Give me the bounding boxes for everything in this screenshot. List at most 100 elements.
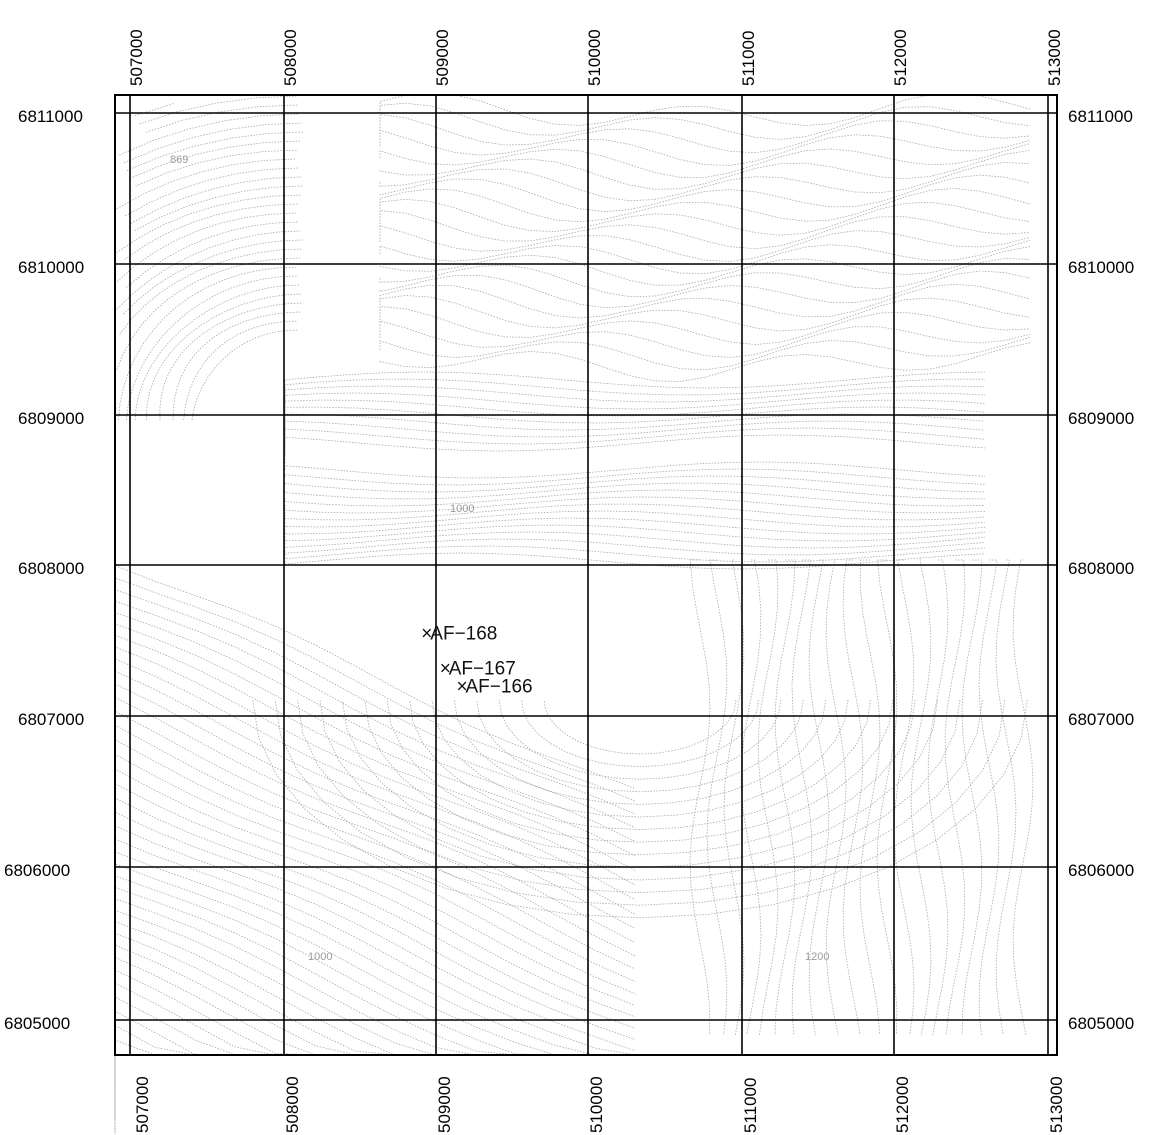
- coordinate-grid: [115, 95, 1057, 1055]
- map-frame: [114, 94, 1058, 1056]
- northing-label-left: 6810000: [18, 258, 84, 277]
- contour-line: [284, 538, 986, 556]
- site-label: AF−168: [430, 624, 497, 645]
- contour-line: [379, 129, 1031, 166]
- contour-line: [114, 768, 636, 1006]
- contour-line: [706, 559, 728, 1036]
- contour-line: [114, 820, 636, 1052]
- contour-line: [498, 699, 782, 780]
- contour-line: [284, 427, 986, 456]
- easting-label-top: 513000: [1045, 29, 1064, 86]
- contour-line: [379, 161, 1031, 202]
- contour-line: [379, 246, 1031, 286]
- contour-line: [379, 209, 1031, 250]
- contour-line: [284, 531, 986, 549]
- contour-line: [134, 185, 304, 232]
- easting-label-bottom: 511000: [741, 1078, 760, 1133]
- northing-label-left: 6811000: [18, 107, 83, 126]
- contour-line: [319, 699, 961, 881]
- contour-line: [284, 392, 986, 421]
- contour-line: [284, 552, 986, 570]
- northing-label-right: 6809000: [1068, 409, 1134, 428]
- contour-label-1000-b: 1000: [308, 951, 332, 963]
- contour-line: [274, 699, 1006, 906]
- contour-line: [126, 131, 303, 171]
- contour-line: [379, 239, 1031, 275]
- contour-line: [379, 113, 1031, 154]
- contour-line: [386, 699, 894, 843]
- contour-line: [284, 378, 986, 407]
- easting-label-bottom: 507000: [133, 1076, 152, 1133]
- contour-line: [114, 658, 636, 901]
- contour-line: [114, 573, 636, 802]
- contour-line: [114, 1054, 635, 1119]
- northing-label-right: 6811000: [1068, 107, 1133, 126]
- contour-line: [114, 710, 636, 957]
- contour-label-1000-a: 1000: [450, 503, 474, 515]
- contour-line: [379, 295, 1031, 332]
- contour-line: [114, 623, 636, 857]
- contour-line: [284, 524, 986, 542]
- contour-line: [114, 560, 636, 789]
- contour-line: [379, 306, 1031, 345]
- contour-line: [126, 221, 298, 288]
- contour-line: [961, 559, 983, 1036]
- easting-label-bottom: 508000: [283, 1076, 302, 1133]
- easting-label-top: 507000: [127, 29, 146, 86]
- contour-line: [114, 1054, 635, 1093]
- easting-labels-top: 507000 508000 509000 510000 511000 51200…: [127, 29, 1064, 86]
- contour-lines: [114, 94, 1034, 1135]
- contour-line: [172, 311, 301, 421]
- contour-line: [284, 510, 986, 528]
- contour-line: [119, 113, 300, 156]
- contour-line: [114, 670, 636, 915]
- site-marker-icon: ×: [440, 658, 451, 679]
- contour-line: [116, 212, 298, 282]
- contour-line: [126, 275, 298, 421]
- contour-line: [859, 559, 881, 1036]
- contour-line: [910, 559, 932, 1036]
- contour-line: [129, 140, 302, 179]
- contour-line: [114, 982, 635, 1056]
- contour-line: [1012, 559, 1034, 1036]
- contour-line: [379, 283, 1031, 319]
- contour-line: [284, 385, 986, 414]
- contour-line: [116, 158, 298, 210]
- easting-label-bottom: 512000: [893, 1076, 912, 1133]
- contour-line: [135, 149, 299, 187]
- contour-line: [116, 230, 301, 310]
- contour-line: [114, 683, 636, 929]
- northing-labels-right: 6811000 6810000 6809000 6808000 6807000 …: [1068, 107, 1134, 1033]
- contour-line: [757, 559, 779, 1036]
- contour-line: [284, 482, 986, 500]
- contour-line: [119, 248, 303, 335]
- contour-line: [740, 559, 762, 1036]
- northing-label-right: 6810000: [1068, 258, 1134, 277]
- easting-label-bottom: 510000: [587, 1076, 606, 1133]
- contour-line: [114, 898, 635, 1056]
- contour-line: [114, 969, 635, 1056]
- northing-label-left: 6805000: [4, 1014, 70, 1033]
- contour-line: [114, 634, 636, 871]
- contour-line: [995, 559, 1017, 1036]
- contour-line: [114, 1054, 635, 1067]
- contour-line: [774, 559, 796, 1036]
- contour-line: [379, 94, 1031, 127]
- contour-line: [114, 586, 636, 815]
- contour-line: [284, 517, 986, 535]
- contour-line: [146, 104, 298, 133]
- contour-line: [409, 699, 871, 831]
- contour-line: [114, 724, 636, 970]
- contour-line: [284, 475, 986, 493]
- contour-line: [124, 203, 300, 260]
- contour-line: [114, 909, 635, 1056]
- contour-line: [114, 646, 636, 886]
- contour-line: [124, 167, 299, 217]
- contour-line: [183, 320, 298, 421]
- contour-line: [379, 174, 1031, 213]
- contour-line: [114, 1054, 635, 1135]
- easting-label-bottom: 509000: [435, 1076, 454, 1133]
- contour-line: [978, 559, 1000, 1036]
- contour-line: [159, 302, 303, 421]
